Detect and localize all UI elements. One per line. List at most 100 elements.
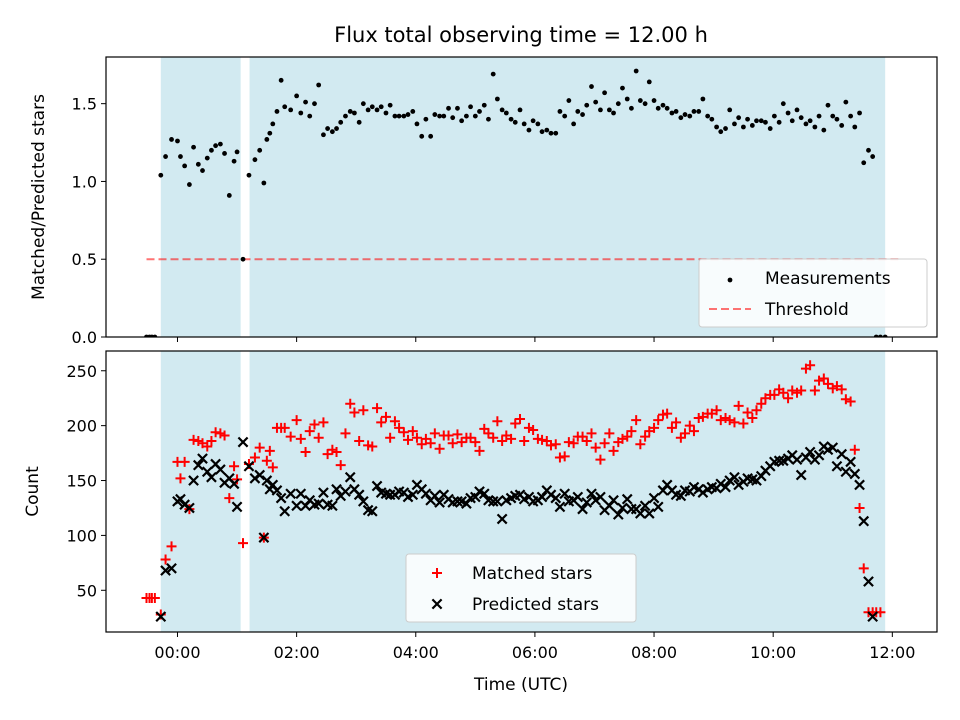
legend-swatch bbox=[727, 277, 733, 283]
data-point bbox=[783, 393, 794, 404]
data-point bbox=[217, 141, 223, 147]
data-point bbox=[238, 538, 249, 549]
data-point bbox=[738, 418, 749, 429]
data-point bbox=[149, 592, 160, 603]
y-tick-label: 200 bbox=[66, 417, 97, 436]
data-point bbox=[733, 400, 744, 411]
series-measurements bbox=[144, 68, 888, 337]
data-point bbox=[622, 431, 633, 442]
data-point bbox=[455, 105, 460, 111]
data-point bbox=[795, 469, 807, 481]
data-point bbox=[822, 378, 833, 389]
data-point bbox=[843, 99, 849, 105]
data-point bbox=[316, 82, 322, 88]
y-tick-label: 1.0 bbox=[72, 172, 97, 191]
data-point bbox=[830, 113, 836, 119]
data-point bbox=[589, 84, 594, 89]
data-point bbox=[646, 79, 652, 85]
data-point bbox=[553, 130, 559, 136]
data-point bbox=[352, 110, 357, 116]
data-point bbox=[642, 101, 648, 107]
data-point bbox=[243, 460, 255, 472]
data-point bbox=[478, 488, 490, 500]
data-point bbox=[640, 431, 651, 442]
data-point bbox=[586, 428, 597, 439]
data-point bbox=[633, 68, 639, 74]
data-point bbox=[557, 109, 563, 114]
data-point bbox=[639, 500, 651, 512]
data-point bbox=[858, 563, 869, 574]
data-point bbox=[463, 113, 469, 119]
data-point bbox=[629, 105, 634, 111]
data-point bbox=[432, 112, 438, 117]
data-point bbox=[344, 471, 356, 483]
data-point bbox=[608, 445, 619, 456]
data-point bbox=[720, 481, 731, 493]
data-point bbox=[669, 110, 675, 116]
data-point bbox=[749, 123, 755, 128]
data-point bbox=[387, 102, 393, 108]
data-point bbox=[313, 498, 325, 509]
data-point bbox=[544, 127, 550, 133]
data-point bbox=[231, 501, 243, 513]
data-point bbox=[222, 151, 227, 156]
data-point bbox=[831, 460, 843, 472]
data-point bbox=[854, 479, 865, 491]
data-point bbox=[309, 419, 320, 430]
data-point bbox=[321, 132, 326, 138]
data-point bbox=[818, 373, 829, 384]
data-point bbox=[335, 460, 346, 471]
data-point bbox=[571, 121, 577, 127]
data-point bbox=[631, 415, 642, 426]
data-point bbox=[385, 432, 396, 443]
data-point bbox=[602, 90, 607, 96]
data-point bbox=[652, 501, 664, 513]
data-point bbox=[745, 116, 750, 122]
data-point bbox=[680, 428, 691, 439]
data-point bbox=[267, 130, 273, 136]
data-point bbox=[510, 418, 521, 429]
legend-item: Matched stars bbox=[432, 564, 592, 584]
data-point bbox=[474, 445, 485, 456]
data-point bbox=[604, 428, 615, 439]
data-point bbox=[736, 115, 742, 121]
data-point bbox=[279, 505, 291, 517]
axes-frame bbox=[105, 350, 938, 633]
data-point bbox=[195, 161, 201, 167]
data-point bbox=[771, 113, 777, 119]
data-point bbox=[345, 398, 356, 409]
data-point bbox=[294, 93, 300, 99]
legend-label: Threshold bbox=[764, 300, 849, 320]
data-point bbox=[416, 439, 427, 450]
data-point bbox=[805, 360, 816, 371]
data-point bbox=[648, 492, 660, 504]
data-point bbox=[530, 118, 536, 124]
data-point bbox=[394, 422, 405, 433]
observing-window-band bbox=[160, 351, 241, 632]
data-point bbox=[839, 123, 845, 128]
data-point bbox=[477, 109, 482, 114]
data-point bbox=[581, 497, 593, 508]
data-point bbox=[378, 104, 384, 110]
data-point bbox=[347, 109, 353, 114]
y-tick-label: 100 bbox=[66, 526, 97, 545]
legend-box bbox=[405, 553, 637, 623]
data-point bbox=[813, 449, 825, 461]
data-point bbox=[398, 427, 409, 438]
data-point bbox=[700, 96, 706, 102]
series-matched-stars bbox=[141, 360, 886, 620]
data-point bbox=[488, 432, 499, 443]
data-point bbox=[506, 433, 517, 444]
data-point bbox=[228, 478, 240, 490]
data-point bbox=[577, 503, 588, 515]
data-point bbox=[197, 453, 208, 464]
data-point bbox=[816, 113, 822, 119]
data-point bbox=[517, 107, 523, 113]
data-point bbox=[727, 107, 733, 113]
data-point bbox=[825, 102, 831, 108]
y-tick-label: 0.5 bbox=[72, 250, 97, 269]
data-point bbox=[209, 147, 214, 153]
data-point bbox=[798, 115, 804, 121]
data-point bbox=[519, 436, 530, 447]
data-point bbox=[155, 611, 167, 623]
